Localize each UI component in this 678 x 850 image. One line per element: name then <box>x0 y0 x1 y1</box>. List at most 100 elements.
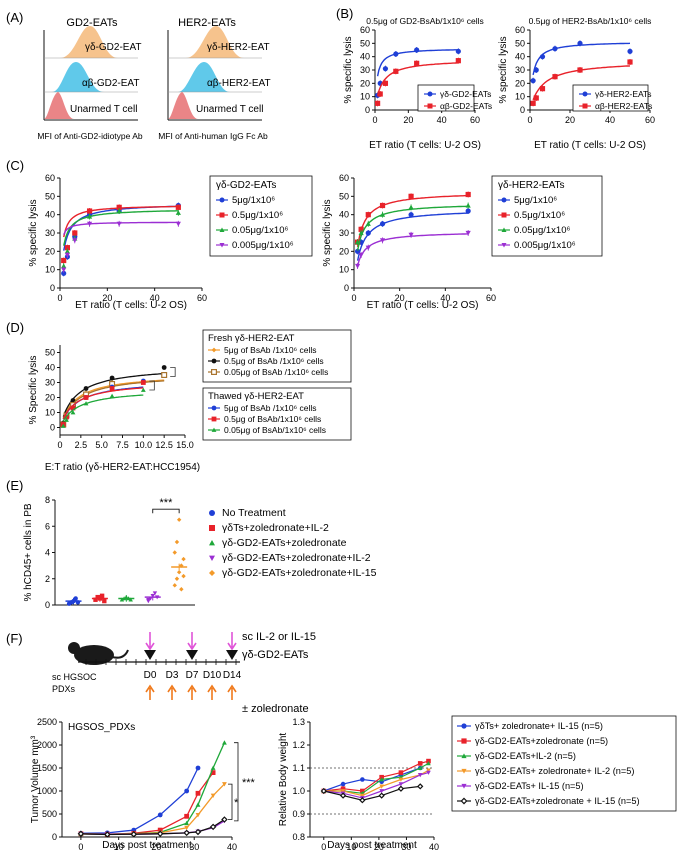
x-tick-label: 40 <box>150 293 160 303</box>
data-point <box>102 598 107 604</box>
chart-f-body-weight: 0.8 0.9 1.0 1.1 1.2 1.3 0 10 20 30 40 Relative Body… <box>278 715 677 850</box>
legend-box <box>491 175 603 257</box>
panel-a-left-xlabel: MFI of Anti-GD2-idiotype Ab <box>37 131 143 141</box>
y-tick-label: 10 <box>515 92 525 102</box>
legend-label: αβ-HER2-EATs <box>595 101 652 111</box>
data-point <box>194 828 202 836</box>
chart-title: 0.5μg of GD2-BsAb/1x10⁶ cells <box>366 16 484 26</box>
data-point <box>152 591 158 596</box>
data-point <box>340 781 346 787</box>
series-line <box>80 767 199 834</box>
x-tick-label: 20 <box>395 293 405 303</box>
data-point <box>175 204 181 210</box>
data-point <box>86 213 93 219</box>
data-point <box>72 238 78 243</box>
legend-label: 5μg/1x10⁶ <box>232 195 275 206</box>
x-tick-label: 60 <box>486 293 496 303</box>
fit-curve <box>356 194 469 248</box>
legend-label: γδ-GD2-EATs+IL-2 (n=5) <box>475 751 576 761</box>
x-tick-label: 40 <box>429 842 439 850</box>
x-tick-label: 20 <box>102 293 112 303</box>
zoledronate-label: ± zoledronate <box>242 703 309 715</box>
chart-e: 0 2 4 6 8 % hCD45+ cells in PB *** No Treatment… <box>23 495 377 610</box>
y-tick-label: 40 <box>360 52 370 62</box>
day-label: D0 <box>144 670 157 681</box>
data-point <box>86 208 93 214</box>
legend-label: γδ-GD2-EATs+ zoledronate+ IL-2 (n=5) <box>475 766 634 776</box>
data-point <box>379 221 386 227</box>
legend-marker <box>209 525 215 531</box>
y-tick-label: 50 <box>45 191 55 201</box>
legend-label: γδ-GD2-EATs+zoledronate (n=5) <box>475 736 608 746</box>
data-point <box>360 777 365 782</box>
day-label: D7 <box>186 670 199 681</box>
legend-marker <box>461 723 467 729</box>
cell-injection-marker <box>226 650 238 660</box>
y-tick-label: 2000 <box>37 740 57 750</box>
data-point <box>455 58 461 64</box>
x-tick-label: 60 <box>197 293 207 303</box>
y-tick-label: 0.8 <box>292 832 305 842</box>
y-tick-label: 0 <box>344 283 349 293</box>
x-axis-label: Days post treatment <box>327 840 417 850</box>
data-point <box>64 248 70 254</box>
data-point <box>414 60 420 66</box>
x-axis-label: ET ratio (T cells: U-2 OS) <box>369 140 481 151</box>
legend-label: γδ-GD2-EATs+zoledronate+IL-2 <box>222 552 371 564</box>
y-tick-label: 500 <box>42 809 57 819</box>
legend-marker <box>211 405 217 411</box>
data-point <box>60 423 66 428</box>
legend-label: γδ-GD2-EATs+zoledronate+IL-15 <box>222 567 377 579</box>
chart-inner-title: HGSOS_PDXs <box>68 722 135 733</box>
y-tick-label: 20 <box>45 393 55 403</box>
y-tick-label: 20 <box>45 246 55 256</box>
data-point <box>124 594 129 599</box>
data-point <box>627 48 633 54</box>
x-tick-label: 0 <box>527 115 532 125</box>
data-point <box>426 770 431 775</box>
x-tick-label: 30 <box>189 842 199 850</box>
legend-marker <box>209 570 215 576</box>
legend-label: 0.05μg/1x10⁶ <box>232 225 288 236</box>
data-point <box>195 813 201 818</box>
y-tick-label: 50 <box>515 38 525 48</box>
legend-label: 0.5μg of BsAb/1x10⁶ cells <box>224 414 321 424</box>
zoledronate-arrow <box>207 684 217 700</box>
data-point <box>320 787 327 795</box>
x-tick-label: 0 <box>57 293 62 303</box>
x-tick-label: 20 <box>374 842 384 850</box>
x-tick-label: 40 <box>437 115 447 125</box>
data-point <box>83 395 89 400</box>
x-axis-label: ET ratio (T cells: U-2 OS) <box>75 300 187 311</box>
series-line <box>323 785 421 801</box>
histogram-peak-unarmed <box>44 92 74 119</box>
y-tick-label: 40 <box>45 210 55 220</box>
data-point <box>128 597 133 602</box>
panel-label-b: (B) <box>336 6 353 21</box>
data-point <box>382 80 389 86</box>
legend-label: γδ-GD2-EATs+zoledronate <box>222 537 347 549</box>
label-unarmed-right: Unarmed T cell <box>196 104 263 115</box>
y-tick-label: 20 <box>339 246 349 256</box>
y-tick-label: 50 <box>339 191 349 201</box>
data-point <box>64 252 70 258</box>
chart-d: 0 10 20 30 40 50 0 2.5 5.0 7.5 10.0 12.5 15.0 % Speci… <box>28 329 352 473</box>
panel-label-c: (C) <box>6 158 24 173</box>
data-point <box>577 40 583 46</box>
data-point <box>181 556 186 562</box>
legend-title: Thawed γδ-HER2-EAT <box>208 391 304 402</box>
y-tick-label: 1000 <box>37 786 57 796</box>
data-point <box>99 593 105 599</box>
x-tick-label: 15.0 <box>176 440 194 450</box>
legend-label: 0.05μg of BsAb /1x10⁶ cells <box>224 367 328 377</box>
histogram-peak-ab <box>52 62 104 92</box>
y-tick-label: 40 <box>45 363 55 373</box>
y-tick-label: 30 <box>45 228 55 238</box>
data-point <box>210 793 216 798</box>
data-point <box>174 539 180 545</box>
zoledronate-arrow <box>187 684 197 700</box>
legend-label: γδ-HER2-EATs <box>595 89 652 99</box>
label-unarmed-left: Unarmed T cell <box>70 104 137 115</box>
data-point <box>176 517 182 522</box>
legend-marker <box>461 753 467 759</box>
